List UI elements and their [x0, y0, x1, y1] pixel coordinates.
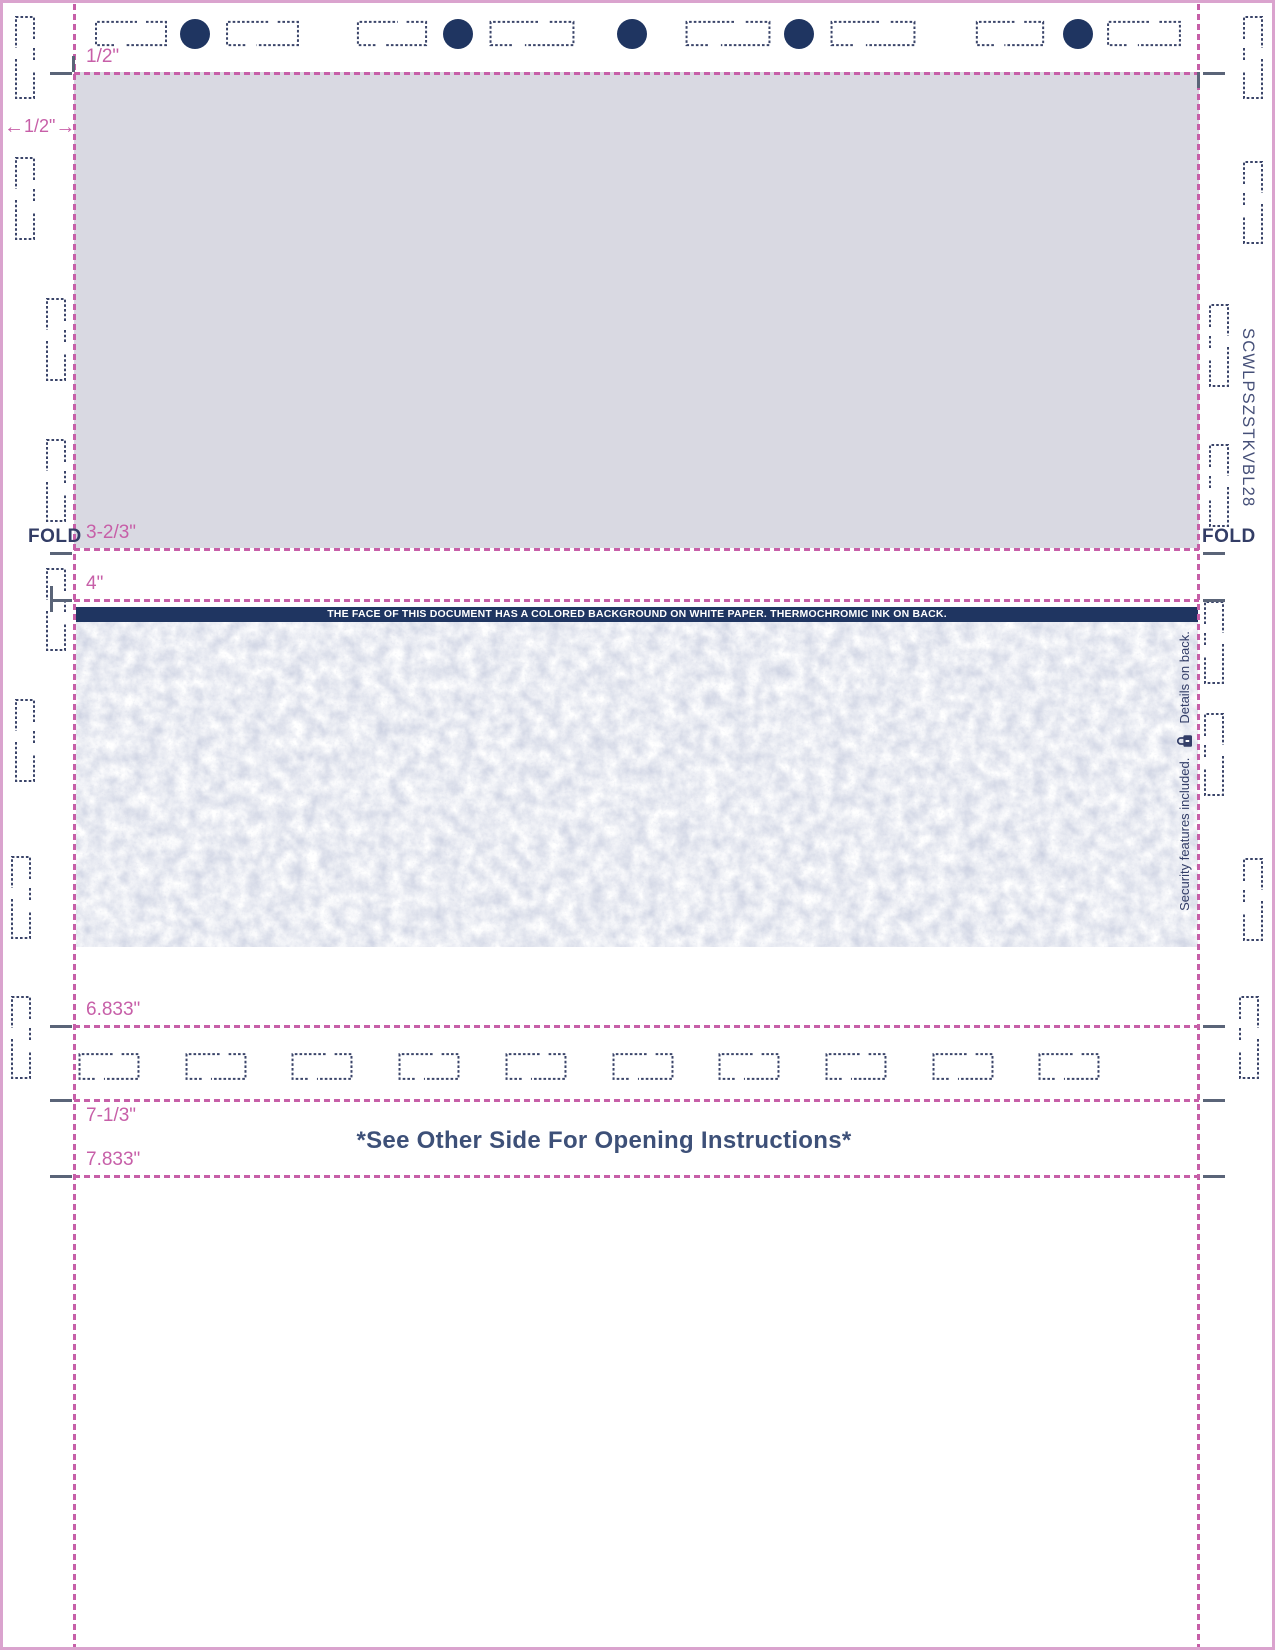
glue-pattern-mark	[290, 1052, 354, 1081]
trim-edge-left	[0, 0, 3, 1650]
tick-left	[50, 1175, 72, 1178]
glue-pattern-mark	[10, 855, 32, 940]
top-gray-panel	[74, 72, 1199, 548]
measure-label-1: 3-2/3"	[86, 522, 137, 543]
tick-left	[50, 72, 72, 75]
left-margin-perf-line	[73, 0, 76, 1650]
glue-pattern-mark	[1105, 20, 1183, 47]
measure-line-5	[74, 1175, 1199, 1178]
thermochromic-banner: THE FACE OF THIS DOCUMENT HAS A COLORED …	[76, 607, 1198, 622]
opening-instructions-text: *See Other Side For Opening Instructions…	[356, 1127, 852, 1154]
glue-pattern-mark	[184, 1052, 248, 1081]
glue-pattern-mark	[611, 1052, 675, 1081]
glue-pattern-mark	[1208, 303, 1230, 388]
glue-pattern-mark	[397, 1052, 461, 1081]
glue-pattern-mark	[224, 20, 301, 47]
glue-pattern-mark	[14, 15, 36, 100]
glue-pattern-mark	[1242, 160, 1264, 245]
crop-mark	[72, 56, 75, 72]
crop-mark	[50, 586, 53, 612]
glue-pattern-mark	[974, 20, 1046, 47]
measure-line-3	[74, 1025, 1199, 1028]
glue-pattern-mark	[1037, 1052, 1101, 1081]
glue-pattern-mark	[824, 1052, 888, 1081]
glue-pattern-mark	[77, 1052, 141, 1081]
tick-left	[50, 1025, 72, 1028]
trim-edge-right	[1272, 0, 1275, 1650]
arrow-right-icon: →	[55, 115, 76, 138]
glue-pattern-mark	[504, 1052, 568, 1081]
tick-right	[1203, 1175, 1225, 1178]
measure-label-3: 6.833"	[86, 999, 141, 1020]
tick-right	[1203, 1099, 1225, 1102]
glue-pattern-mark	[931, 1052, 995, 1081]
punch-dot	[617, 19, 647, 49]
glue-pattern-mark	[1203, 712, 1225, 797]
glue-pattern-mark	[93, 20, 169, 47]
security-note-upper: Details on back.	[1176, 631, 1192, 724]
right-margin-perf-line	[1197, 0, 1200, 1650]
tick-right	[1203, 72, 1225, 75]
security-note-lower: Security features included.	[1176, 757, 1192, 911]
glue-pattern-mark	[14, 698, 36, 783]
punch-dot	[1063, 19, 1093, 49]
fold-label-right: FOLD	[1202, 526, 1256, 547]
glue-pattern-mark	[487, 20, 577, 47]
tick-right	[1203, 552, 1225, 555]
glue-pattern-mark	[1242, 857, 1264, 942]
punch-dot	[443, 19, 473, 49]
glue-pattern-mark	[45, 438, 67, 523]
glue-pattern-mark	[14, 156, 36, 241]
measure-label-4: 7-1/3"	[86, 1105, 137, 1126]
trim-edge-bottom	[0, 1647, 1275, 1650]
tick-left	[50, 1099, 72, 1102]
tick-left	[50, 552, 72, 555]
measure-label-5: 7.833"	[86, 1149, 141, 1170]
security-note: Security features included. Details on b…	[1173, 621, 1195, 921]
glue-pattern-mark	[45, 297, 67, 382]
punch-dot	[180, 19, 210, 49]
glue-pattern-mark	[717, 1052, 781, 1081]
glue-pattern-mark	[355, 20, 429, 47]
glue-pattern-mark	[45, 567, 67, 652]
margin-width-callout: ← 1/2" →	[4, 115, 75, 138]
security-pattern-area	[76, 622, 1198, 947]
glue-pattern-mark	[683, 20, 773, 47]
padlock-icon	[1176, 734, 1192, 747]
tick-right	[1203, 1025, 1225, 1028]
measure-line-0	[74, 72, 1199, 75]
measure-line-4	[74, 1099, 1199, 1102]
trim-edge-top	[0, 0, 1275, 3]
tick-left	[50, 599, 72, 602]
glue-pattern-mark	[1208, 443, 1230, 528]
measure-line-1	[74, 548, 1199, 551]
glue-pattern-mark	[1238, 995, 1260, 1080]
glue-pattern-mark	[1242, 15, 1264, 100]
glue-pattern-mark	[1203, 600, 1225, 685]
measure-label-0: 1/2"	[86, 46, 120, 67]
crop-mark	[1197, 72, 1200, 88]
measure-label-2: 4"	[86, 573, 104, 594]
punch-dot	[784, 19, 814, 49]
side-code: SCWLPSZSTKVBL28	[1239, 328, 1257, 508]
fold-label-left: FOLD	[28, 526, 82, 547]
tick-right	[1203, 599, 1225, 602]
measure-line-2	[74, 599, 1199, 602]
arrow-left-icon: ←	[4, 115, 24, 138]
glue-pattern-mark	[10, 995, 32, 1080]
security-pattern-texture	[76, 622, 1198, 947]
glue-pattern-mark	[828, 20, 918, 47]
margin-width-label: 1/2"	[24, 116, 56, 136]
